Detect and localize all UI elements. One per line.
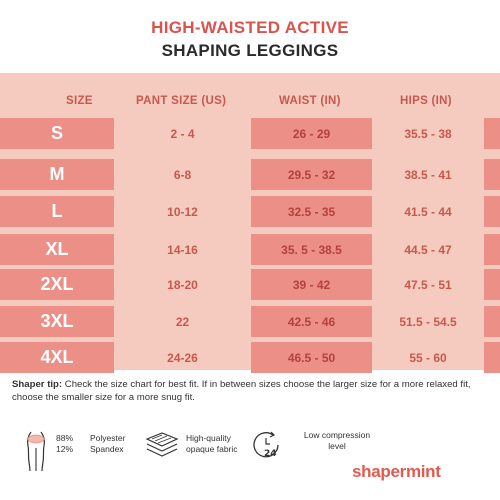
edge-band [484,269,500,300]
header-waist: WAIST (IN) [279,95,341,107]
header-hips: HIPS (IN) [400,95,452,107]
fabric-line-1: High-quality [186,433,231,443]
pant-size-cell: 22 [175,314,190,329]
waist-cell: 39 - 42 [251,269,372,300]
edge-band [484,306,500,337]
waist-cell: 42.5 - 46 [251,306,372,337]
fabric-line-2: opaque fabric [186,444,238,454]
table-row: 3XL 22 42.5 - 46 51.5 - 54.5 [0,306,500,337]
pant-size-cell: 2 - 4 [170,126,195,141]
material-polyester: Polyester [90,433,126,443]
edge-band [484,234,500,265]
tip-label: Shaper tip: [12,379,63,390]
title-line-2: SHAPING LEGGINGS [161,41,339,60]
pct-spandex: 12% [56,444,74,454]
edge-band [484,118,500,149]
fabric-layers-icon [145,432,179,457]
material-spandex: Spandex [90,444,124,454]
table-row: 2XL 18-20 39 - 42 47.5 - 51 [0,269,500,300]
edge-band [484,342,500,373]
edge-band [484,159,500,190]
title-line-1: HIGH-WAISTED ACTIVE [151,18,349,37]
feature-strip: 88% 12% Polyester Spandex High-quality o… [0,425,500,475]
header-pant-size: PANT SIZE (US) [136,95,227,107]
size-cell: S [0,118,114,149]
compression-line-2: level [328,441,346,451]
waist-cell: 32.5 - 35 [251,196,372,227]
pant-size-cell: 18-20 [167,277,198,292]
compression-line-1: Low compression [303,430,371,440]
clock-24-icon: 24 [253,431,279,459]
table-row: 4XL 24-26 46.5 - 50 55 - 60 [0,342,500,373]
clock-number: 24 [264,449,277,459]
hips-cell: 35.5 - 38 [404,126,452,141]
size-cell: L [0,196,114,227]
hips-cell: 55 - 60 [409,350,447,365]
material-names: Polyester Spandex [90,433,125,455]
size-cell: XL [0,234,114,265]
pant-size-cell: 24-26 [167,350,198,365]
tip-text: Check the size chart for best fit. If in… [12,379,471,403]
hips-cell: 41.5 - 44 [404,204,452,219]
hips-cell: 51.5 - 54.5 [399,314,457,329]
table-row: M 6-8 29.5 - 32 38.5 - 41 [0,159,500,190]
size-cell: 3XL [0,306,114,337]
hips-cell: 38.5 - 41 [404,167,452,182]
size-cell: 4XL [0,342,114,373]
pant-size-cell: 10-12 [167,204,198,219]
brand-logo: shapermint [352,462,441,481]
waist-cell: 26 - 29 [251,118,372,149]
waist-cell: 35. 5 - 38.5 [251,234,372,265]
header-size: SIZE [66,95,93,107]
size-cell: 2XL [0,269,114,300]
shaper-tip: Shaper tip: Check the size chart for bes… [12,378,492,404]
size-cell: M [0,159,114,190]
table-row: S 2 - 4 26 - 29 35.5 - 38 [0,118,500,149]
waist-cell: 29.5 - 32 [251,159,372,190]
pant-size-cell: 14-16 [167,242,198,257]
table-row: L 10-12 32.5 - 35 41.5 - 44 [0,196,500,227]
hips-cell: 44.5 - 47 [404,242,452,257]
material-percentages: 88% 12% [56,433,73,455]
pant-size-cell: 6-8 [173,167,192,182]
body-silhouette-icon [27,431,45,472]
pct-polyester: 88% [56,433,74,443]
table-row: XL 14-16 35. 5 - 38.5 44.5 - 47 [0,234,500,265]
waist-cell: 46.5 - 50 [251,342,372,373]
compression-level: Low compression level [298,430,376,452]
hips-cell: 47.5 - 51 [404,277,452,292]
fabric-quality: High-quality opaque fabric [186,433,238,455]
edge-band [484,196,500,227]
